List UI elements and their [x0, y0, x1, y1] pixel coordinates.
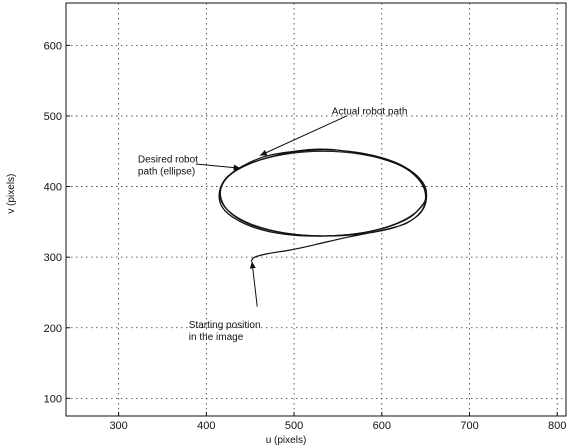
- plot-series: [218, 148, 428, 262]
- y-tick-label: 600: [44, 40, 62, 52]
- annotation-text: Actual robot path: [332, 107, 408, 118]
- annotation-text: Starting position: [189, 320, 261, 331]
- x-tick-label: 700: [460, 420, 478, 432]
- x-tick-label: 400: [197, 420, 215, 432]
- y-tick-label: 400: [44, 182, 62, 194]
- annotation-arrow: [195, 163, 241, 171]
- annotation-text: Desired robot: [138, 155, 198, 166]
- grid-lines: [66, 3, 566, 416]
- x-tick-label: 600: [373, 420, 391, 432]
- desired-path-ellipse: [218, 150, 428, 237]
- actual-path-line: [218, 148, 428, 262]
- y-tick-label: 200: [44, 323, 62, 335]
- y-tick-label: 500: [44, 111, 62, 123]
- annotation-text: path (ellipse): [138, 167, 195, 178]
- x-tick-label: 300: [109, 420, 127, 432]
- annotation-arrow: [259, 115, 347, 156]
- plot-frame: [65, 2, 567, 417]
- y-tick-label: 300: [44, 252, 62, 264]
- axis-ticks: 300 400 500 600 700 800 100 200 300 400 500 600: [44, 40, 567, 432]
- y-axis-label: v (pixels): [6, 174, 17, 214]
- x-axis-label: u (pixels): [266, 435, 307, 446]
- x-tick-label: 500: [285, 420, 303, 432]
- annotation-text: in the image: [189, 332, 244, 343]
- y-tick-label: 100: [44, 393, 62, 405]
- x-tick-label: 800: [548, 420, 566, 432]
- annotation-arrow: [249, 261, 258, 307]
